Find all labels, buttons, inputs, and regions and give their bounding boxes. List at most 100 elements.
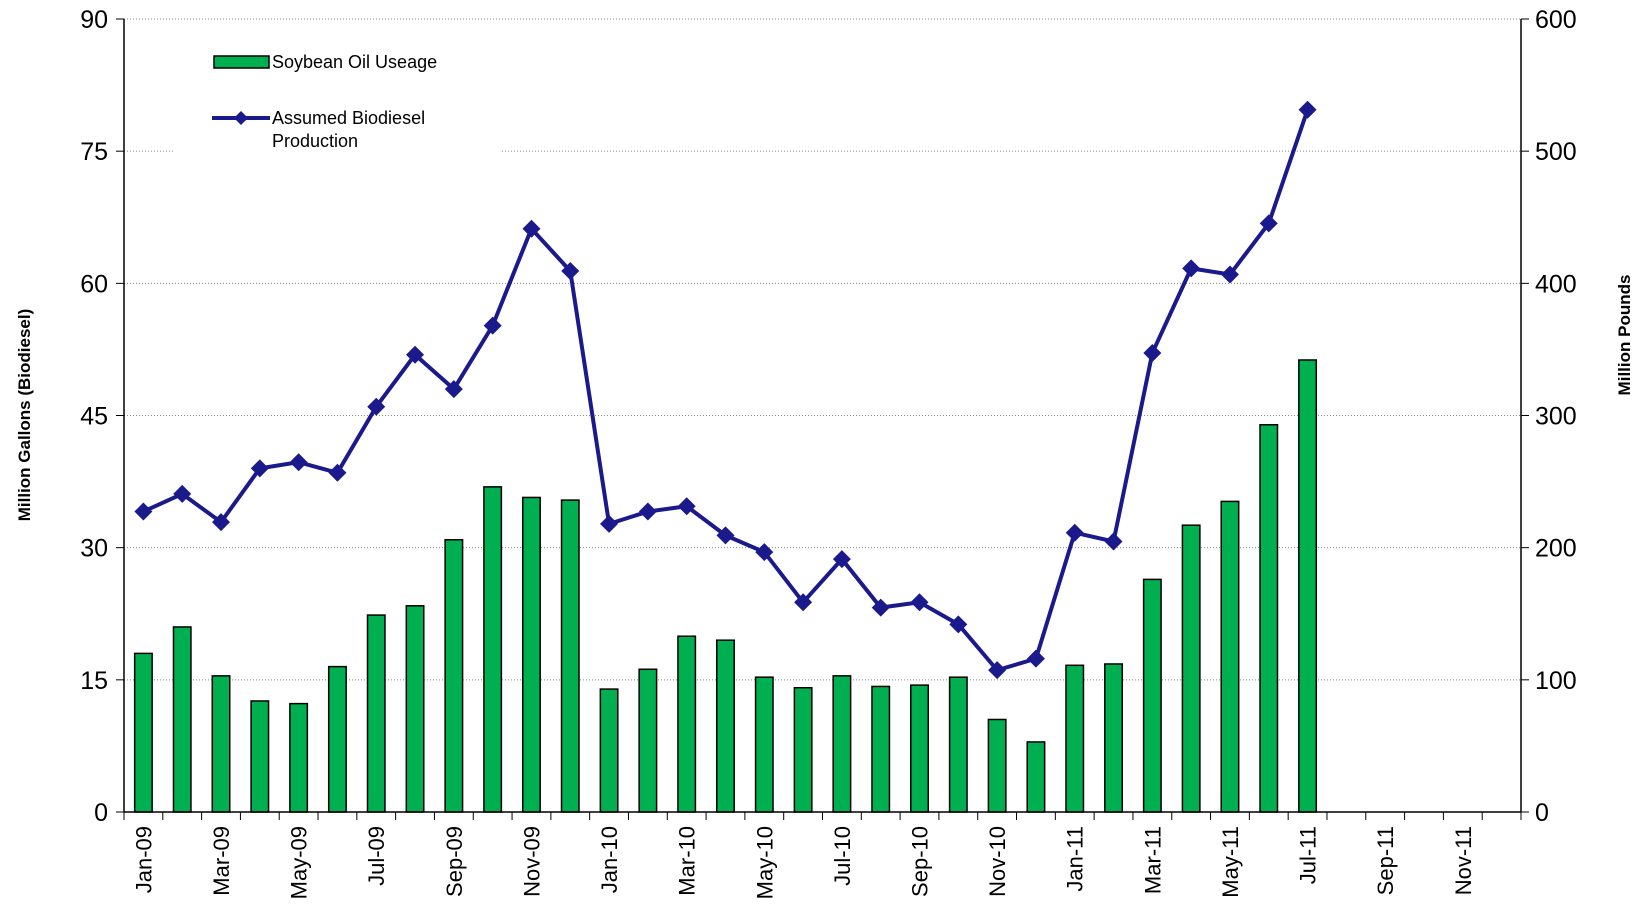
- x-tick-label: Nov-11: [1451, 826, 1476, 895]
- legend: Soybean Oil Useage Assumed Biodiesel Produ…: [175, 40, 500, 165]
- bar: [289, 702, 309, 813]
- y2-axis-label: Million Pounds: [1615, 275, 1634, 396]
- marker: [561, 261, 580, 280]
- y2-tick-label: 200: [1535, 535, 1577, 563]
- x-tick-label: Mar-09: [209, 826, 234, 896]
- marker: [871, 598, 890, 617]
- y2-tick-label: 300: [1535, 403, 1577, 431]
- marker: [1104, 532, 1123, 551]
- bar: [405, 605, 425, 813]
- y2-tick-label: 0: [1535, 799, 1549, 827]
- x-tick-label: Nov-10: [985, 826, 1010, 897]
- bar: [444, 538, 464, 813]
- y-tick-label: 15: [80, 667, 108, 695]
- marker: [328, 463, 347, 482]
- marker: [444, 380, 463, 399]
- bar: [716, 639, 735, 813]
- y2-tick-label: 100: [1535, 667, 1577, 695]
- x-tick-label: May-11: [1218, 826, 1243, 898]
- bar: [871, 685, 891, 813]
- y-tick-label: 30: [80, 535, 108, 563]
- bar: [483, 486, 503, 813]
- marker: [910, 593, 929, 612]
- legend-label: Assumed Biodiesel Production: [272, 108, 425, 151]
- bar: [948, 676, 968, 813]
- bar: [1298, 359, 1318, 813]
- bar: [1104, 663, 1124, 813]
- marker: [212, 513, 231, 532]
- marker: [716, 526, 735, 545]
- bar: [560, 499, 580, 813]
- marker: [1220, 265, 1239, 284]
- x-tick-label: Jul-10: [830, 826, 855, 886]
- x-tick-label: Jan-11: [1063, 826, 1088, 892]
- marker: [832, 550, 851, 569]
- marker: [134, 502, 153, 521]
- marker: [1182, 259, 1201, 278]
- y-tick-label: 0: [94, 799, 108, 827]
- x-tick-label: Sep-09: [442, 826, 467, 897]
- marker: [250, 459, 269, 478]
- x-tick-label: Mar-11: [1140, 826, 1165, 894]
- y-tick-label: 60: [80, 270, 108, 298]
- marker: [638, 502, 657, 521]
- bar: [638, 668, 658, 813]
- bar: [1142, 578, 1162, 813]
- marker: [755, 543, 774, 562]
- y2-tick-label: 400: [1535, 270, 1577, 298]
- x-tick-label: Jul-09: [364, 826, 389, 886]
- bar: [1181, 524, 1201, 813]
- bar: [133, 652, 153, 813]
- marker: [677, 497, 696, 516]
- bar: [521, 496, 541, 813]
- bar: [211, 675, 231, 813]
- legend-marker: [234, 111, 248, 125]
- x-tick-label: Jan-09: [131, 826, 156, 893]
- line: [142, 109, 1310, 673]
- bar: [832, 675, 852, 813]
- marker: [483, 316, 502, 335]
- bar: [754, 676, 774, 813]
- y-tick-label: 90: [80, 6, 108, 34]
- marker: [522, 219, 541, 238]
- marker: [173, 484, 192, 503]
- y-axis-label: Million Gallons (Biodiesel): [15, 309, 34, 522]
- marker: [1298, 100, 1317, 119]
- bar: [366, 614, 386, 813]
- marker: [949, 615, 968, 634]
- legend-label-line: Assumed Biodiesel: [272, 108, 425, 128]
- legend-swatch: [213, 55, 270, 69]
- legend-label: Soybean Oil Useage: [272, 52, 437, 72]
- marker: [1026, 649, 1045, 668]
- marker: [794, 593, 813, 612]
- marker: [1259, 214, 1278, 233]
- x-tick-label: May-09: [287, 826, 312, 899]
- x-tick-label: Jan-10: [597, 826, 622, 893]
- bar: [250, 700, 270, 813]
- marker: [1143, 343, 1162, 362]
- x-tick-label: Jul-11: [1296, 826, 1321, 884]
- y2-tick-label: 500: [1535, 138, 1577, 166]
- legend-label-line: Production: [272, 131, 358, 151]
- bar: [599, 688, 619, 813]
- bar: [910, 684, 929, 813]
- marker: [367, 397, 386, 416]
- bar: [1065, 664, 1085, 813]
- marker: [1065, 523, 1084, 542]
- bar: [1259, 424, 1279, 813]
- bar: [327, 665, 347, 813]
- x-tick-label: Nov-09: [519, 826, 544, 897]
- marker: [289, 453, 308, 472]
- x-tick-label: Mar-10: [675, 826, 700, 896]
- x-tick-label: Sep-10: [908, 826, 933, 897]
- y-tick-label: 45: [80, 403, 108, 431]
- bar: [793, 687, 813, 813]
- y-tick-label: 75: [80, 138, 108, 166]
- x-tick-label: Sep-11: [1373, 826, 1398, 895]
- y2-tick-label: 600: [1535, 6, 1577, 34]
- bar: [1220, 500, 1240, 813]
- bar: [987, 718, 1007, 813]
- marker: [406, 345, 425, 364]
- bar: [1026, 741, 1046, 813]
